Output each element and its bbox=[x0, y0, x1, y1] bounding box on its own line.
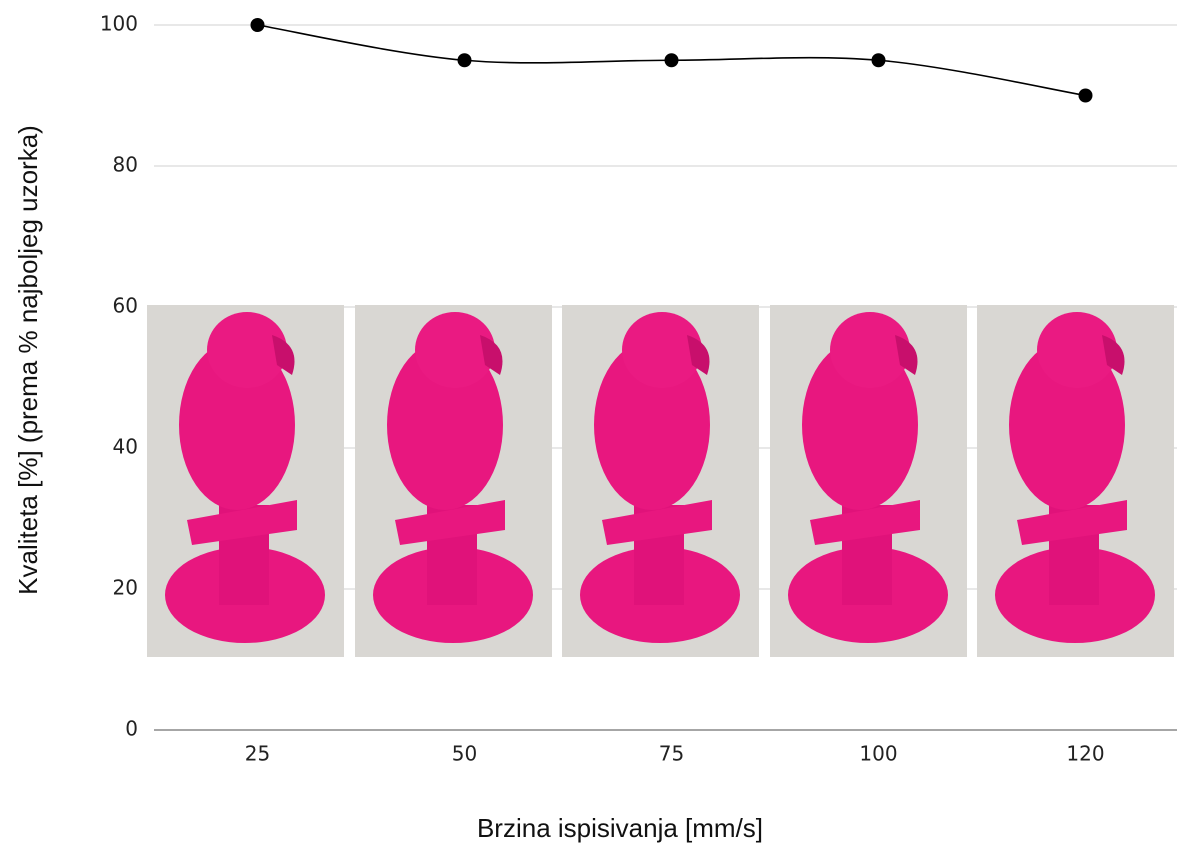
x-tick-label: 100 bbox=[859, 742, 897, 766]
x-tick-label: 25 bbox=[245, 742, 270, 766]
marker bbox=[250, 18, 265, 32]
y-axis-title: Kvaliteta [%] (prema % najboljeg uzorka) bbox=[13, 125, 43, 595]
x-tick-label: 75 bbox=[659, 742, 684, 766]
marker bbox=[871, 53, 886, 68]
x-axis-title: Brzina ispisivanja [mm/s] bbox=[477, 813, 763, 843]
y-tick-label: 40 bbox=[113, 435, 138, 459]
y-tick-label: 0 bbox=[125, 717, 138, 741]
y-tick-label: 80 bbox=[113, 153, 138, 177]
plot: 25 50 75 100 120 bbox=[245, 18, 1105, 766]
marker bbox=[457, 53, 472, 68]
x-tick-label: 120 bbox=[1066, 742, 1104, 766]
y-tick-label: 60 bbox=[113, 294, 138, 318]
marker bbox=[1078, 88, 1093, 103]
marker bbox=[664, 53, 679, 68]
x-tick-label: 50 bbox=[452, 742, 477, 766]
photos bbox=[147, 305, 1174, 657]
y-tick-label: 100 bbox=[100, 12, 138, 36]
y-tick-label: 20 bbox=[113, 576, 138, 600]
